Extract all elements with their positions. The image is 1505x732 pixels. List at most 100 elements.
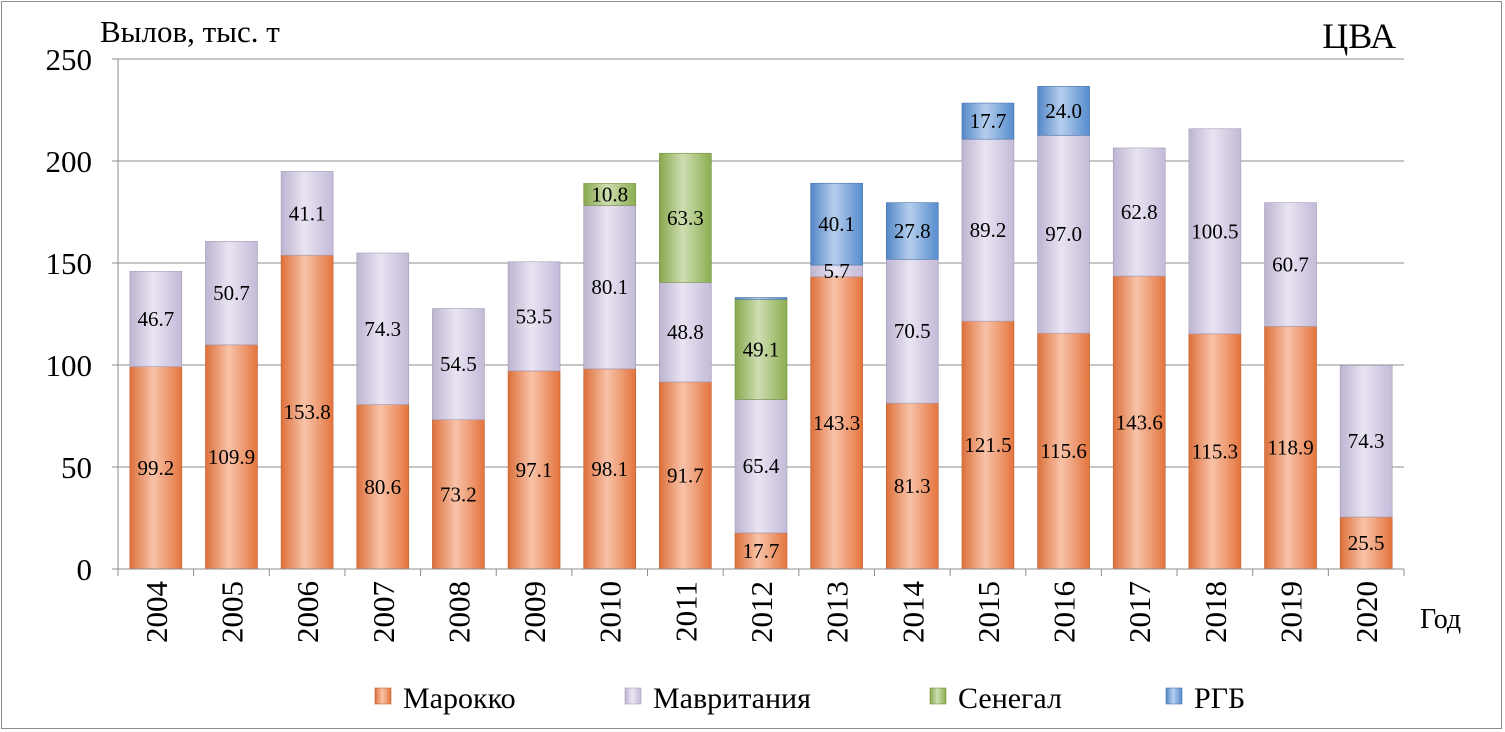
data-label: 53.5	[516, 304, 553, 328]
data-label: 74.3	[364, 317, 401, 341]
y-tick-labels: 0 50 100 150 200 250	[46, 42, 93, 587]
legend-item: Марокко	[374, 682, 516, 715]
x-axis-label: Год	[1420, 604, 1461, 635]
bar-segment	[734, 297, 788, 300]
data-label: 40.1	[818, 212, 855, 236]
legend-swatch	[374, 687, 392, 705]
legend-swatch	[624, 687, 642, 705]
data-label: 80.6	[364, 475, 401, 499]
legend-label: Сенегал	[958, 682, 1062, 715]
data-label: 121.5	[964, 433, 1011, 457]
y-tick-label: 150	[46, 246, 93, 281]
data-label: 80.1	[591, 275, 628, 299]
x-tick-label: 2005	[214, 581, 249, 643]
data-label: 62.8	[1121, 200, 1158, 224]
bar-segment	[961, 138, 1015, 322]
bar-segment	[1188, 128, 1242, 335]
y-tick-label: 250	[46, 42, 93, 77]
bar-segment	[1037, 332, 1090, 570]
x-tick-label: 2010	[593, 581, 628, 643]
bar-segment	[885, 202, 939, 260]
bar-segment	[1037, 86, 1090, 136]
bar-segment	[810, 276, 863, 570]
data-label: 5.7	[824, 259, 850, 283]
data-label: 63.3	[667, 206, 704, 230]
data-label: 118.9	[1267, 436, 1313, 460]
bar-segment	[205, 241, 258, 346]
bar-segment	[1264, 202, 1317, 327]
data-label: 70.5	[894, 319, 931, 343]
legend-item: Сенегал	[929, 682, 1062, 715]
bar-segment	[356, 252, 410, 405]
legend-swatch	[1165, 687, 1183, 705]
legend-item: РГБ	[1165, 682, 1245, 715]
x-tick-label: 2012	[744, 581, 779, 643]
bar-segment	[659, 381, 712, 570]
data-label: 49.1	[743, 337, 780, 361]
data-label: 115.3	[1192, 439, 1238, 463]
legend-item: Мавритания	[624, 682, 811, 715]
data-label: 153.8	[283, 400, 330, 424]
data-label: 65.4	[743, 454, 780, 478]
data-label: 48.8	[667, 320, 704, 344]
x-tick-label: 2013	[820, 581, 855, 643]
bar-segment	[659, 282, 712, 383]
x-tick-label: 2008	[441, 581, 476, 643]
x-tick-label: 2015	[971, 581, 1006, 643]
bar-segment	[129, 366, 183, 570]
data-label: 50.7	[213, 281, 250, 305]
data-label: 97.0	[1045, 222, 1082, 246]
bar-segment	[432, 308, 485, 420]
legend-label: РГБ	[1194, 682, 1245, 715]
chart-title: ЦВА	[1322, 16, 1396, 56]
x-tick-label: 2019	[1274, 581, 1309, 643]
bar-segment	[280, 171, 334, 256]
data-label: 74.3	[1348, 429, 1385, 453]
data-label: 41.1	[289, 201, 326, 225]
data-label: 81.3	[894, 474, 931, 498]
x-tick-label: 2009	[517, 581, 552, 643]
data-label: 100.5	[1191, 219, 1238, 243]
data-label: 17.7	[970, 109, 1007, 133]
bar-segment	[129, 271, 183, 367]
data-label: 60.7	[1272, 253, 1309, 277]
bar-segment	[1112, 147, 1166, 277]
x-tick-label: 2007	[366, 581, 401, 643]
bar-segment	[280, 254, 334, 570]
data-label: 24.0	[1045, 99, 1082, 123]
x-tick-label: 2018	[1198, 581, 1233, 643]
x-tick-labels: 2004 2005 2006 2007 2008 2009 2010 2011 2012 2013…	[139, 581, 1384, 644]
x-tick-label: 2014	[895, 581, 930, 644]
data-label: 54.5	[440, 352, 477, 376]
x-tick-label: 2017	[1122, 581, 1157, 643]
data-label: 91.7	[667, 463, 704, 487]
bar-segment	[205, 344, 258, 570]
data-label: 115.6	[1040, 439, 1086, 463]
bar-segment	[961, 102, 1015, 140]
legend-label: Мавритания	[653, 682, 811, 715]
bar-segment	[734, 532, 788, 570]
bar-segment	[507, 370, 561, 570]
y-axis-label: Вылов, тыс. т	[100, 14, 280, 49]
y-tick-label: 0	[77, 552, 93, 587]
legend: Марокко Мавритания Сенегал РГБ	[374, 682, 1245, 715]
data-label: 73.2	[440, 482, 477, 506]
x-tick-label: 2006	[290, 581, 325, 643]
legend-label: Марокко	[403, 682, 516, 715]
data-label: 143.6	[1116, 411, 1163, 435]
data-label: 10.8	[591, 182, 628, 206]
x-tick-label: 2016	[1047, 581, 1082, 643]
data-label: 46.7	[137, 307, 174, 331]
data-label: 97.1	[516, 458, 553, 482]
bar-segment	[583, 183, 637, 206]
data-label: 109.9	[208, 445, 255, 469]
bar-segment	[1037, 134, 1090, 334]
y-tick-label: 100	[46, 348, 93, 383]
bar-segment	[583, 368, 637, 570]
bar-segment	[507, 261, 561, 372]
legend-swatch	[929, 687, 947, 705]
x-tick-label: 2020	[1349, 581, 1384, 643]
data-label: 143.3	[813, 411, 860, 435]
bar-segment	[1339, 516, 1393, 570]
